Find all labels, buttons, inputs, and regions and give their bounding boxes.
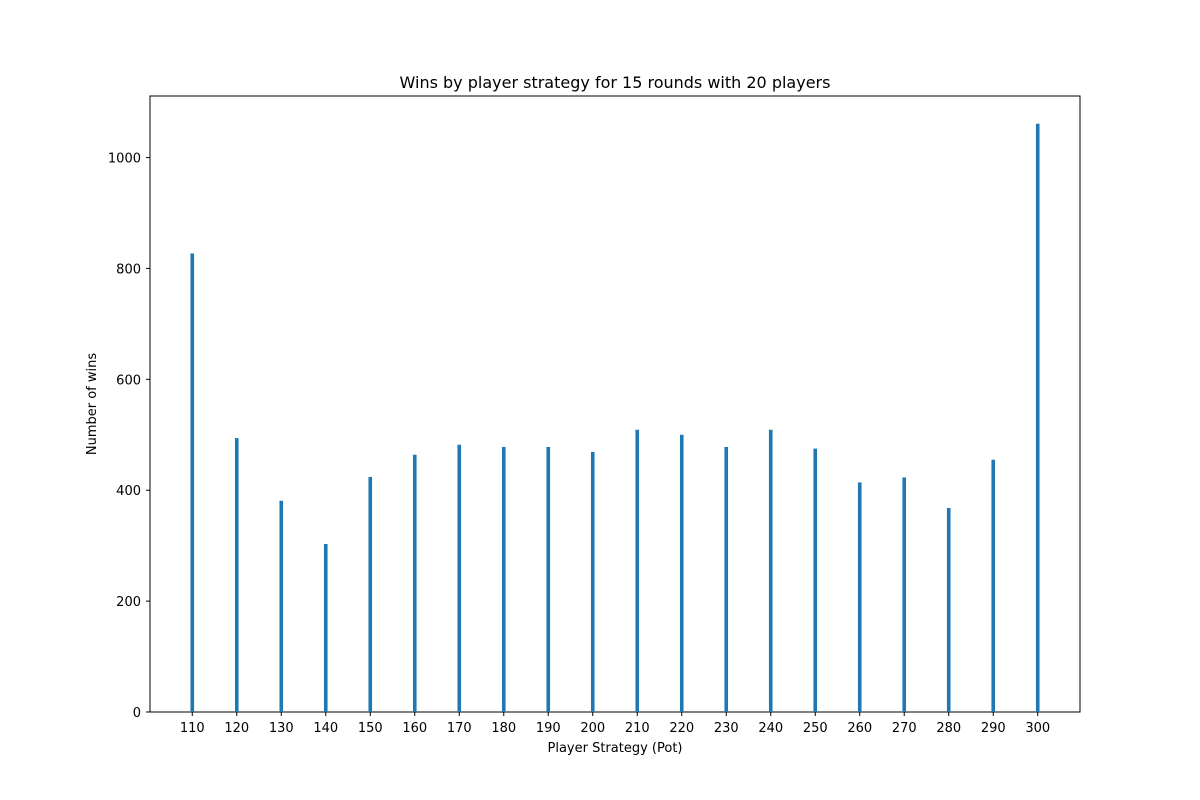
y-axis-label: Number of wins [85, 353, 100, 456]
chart-title: Wins by player strategy for 15 rounds wi… [400, 73, 831, 92]
bar-280 [946, 507, 951, 712]
x-tick-label: 190 [536, 721, 561, 736]
bar-160 [412, 454, 417, 712]
x-tick-label: 150 [358, 721, 383, 736]
plot-area-frame [149, 95, 1081, 713]
bar-150 [368, 476, 373, 712]
x-axis-label: Player Strategy (Pot) [548, 741, 683, 756]
bar-130 [279, 500, 284, 712]
x-tick-label: 110 [180, 721, 205, 736]
x-tick-label: 250 [803, 721, 828, 736]
y-axis-ticks: 0 200 400 600 800 1000 [108, 152, 150, 721]
x-tick-label: 270 [892, 721, 917, 736]
x-tick-label: 210 [625, 721, 650, 736]
x-tick-label: 120 [224, 721, 249, 736]
bar-230 [724, 446, 729, 712]
bar-180 [501, 446, 506, 712]
y-tick-label: 400 [116, 484, 141, 499]
bar-120 [234, 438, 239, 712]
bar-220 [679, 434, 684, 712]
y-tick-label: 800 [116, 262, 141, 277]
bar-270 [902, 477, 907, 712]
bar-250 [813, 448, 818, 712]
x-tick-label: 240 [758, 721, 783, 736]
bar-260 [857, 482, 862, 712]
bar-190 [546, 446, 551, 712]
y-tick-label: 600 [116, 373, 141, 388]
y-tick-label: 0 [133, 706, 141, 721]
x-tick-label: 130 [269, 721, 294, 736]
x-tick-label: 200 [580, 721, 605, 736]
bar-170 [457, 444, 462, 712]
x-tick-label: 300 [1025, 721, 1050, 736]
x-tick-label: 180 [491, 721, 516, 736]
bar-240 [768, 429, 773, 712]
y-tick-label: 1000 [108, 152, 141, 167]
x-tick-label: 230 [714, 721, 739, 736]
x-tick-label: 160 [402, 721, 427, 736]
x-tick-label: 170 [447, 721, 472, 736]
x-tick-label: 260 [847, 721, 872, 736]
bar-200 [590, 451, 595, 712]
x-tick-label: 290 [981, 721, 1006, 736]
x-tick-label: 220 [669, 721, 694, 736]
x-tick-label: 280 [936, 721, 961, 736]
bar-300 [1035, 123, 1040, 713]
x-axis-ticks: 110 120 130 140 150 160 170 180 190 200 210 220 230 2… [180, 712, 1050, 736]
y-tick-label: 200 [116, 595, 141, 610]
x-tick-label: 140 [313, 721, 338, 736]
bars-group [190, 123, 1040, 713]
bar-140 [323, 544, 328, 712]
bar-210 [635, 429, 640, 712]
bar-110 [190, 253, 195, 712]
bar-290 [991, 459, 996, 712]
